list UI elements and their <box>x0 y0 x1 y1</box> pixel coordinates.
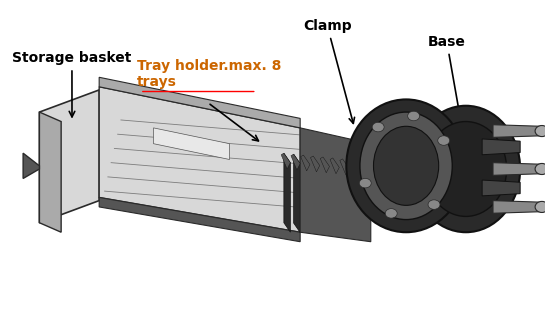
Polygon shape <box>23 153 39 178</box>
Polygon shape <box>323 157 329 234</box>
Ellipse shape <box>535 125 546 137</box>
Polygon shape <box>321 157 329 173</box>
Polygon shape <box>304 155 310 233</box>
Ellipse shape <box>385 209 397 218</box>
Ellipse shape <box>346 100 466 232</box>
Polygon shape <box>39 90 99 223</box>
Polygon shape <box>313 156 320 233</box>
Polygon shape <box>153 128 229 160</box>
Polygon shape <box>482 180 520 196</box>
Text: Clamp: Clamp <box>303 19 354 123</box>
Ellipse shape <box>360 112 452 219</box>
Text: Tray holder.max. 8
trays: Tray holder.max. 8 trays <box>137 59 282 89</box>
Polygon shape <box>291 154 300 170</box>
Polygon shape <box>300 128 371 242</box>
Polygon shape <box>99 197 300 242</box>
Polygon shape <box>342 159 349 234</box>
Polygon shape <box>39 112 61 232</box>
Polygon shape <box>333 158 339 234</box>
Polygon shape <box>99 87 300 232</box>
Text: Storage basket: Storage basket <box>12 51 132 117</box>
Ellipse shape <box>412 106 520 232</box>
Ellipse shape <box>408 111 420 121</box>
Polygon shape <box>294 154 300 233</box>
Text: Base: Base <box>428 35 466 130</box>
Polygon shape <box>340 159 349 175</box>
Polygon shape <box>330 158 339 174</box>
Ellipse shape <box>373 126 438 205</box>
Polygon shape <box>493 163 542 175</box>
Polygon shape <box>349 160 359 176</box>
Ellipse shape <box>535 201 546 212</box>
Polygon shape <box>311 156 320 172</box>
Polygon shape <box>99 77 300 128</box>
Ellipse shape <box>372 122 384 132</box>
Ellipse shape <box>438 136 450 145</box>
Ellipse shape <box>425 122 507 216</box>
Polygon shape <box>493 201 542 213</box>
Polygon shape <box>482 139 520 155</box>
Polygon shape <box>352 160 359 234</box>
Polygon shape <box>493 125 542 137</box>
Polygon shape <box>284 153 290 232</box>
Polygon shape <box>281 153 290 169</box>
Ellipse shape <box>359 178 371 188</box>
Polygon shape <box>301 155 310 171</box>
Ellipse shape <box>535 163 546 174</box>
Ellipse shape <box>428 200 440 209</box>
